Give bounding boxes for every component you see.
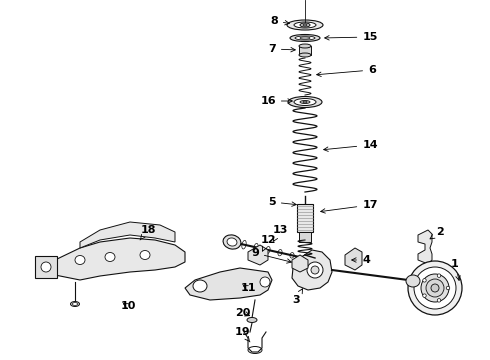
Ellipse shape (311, 266, 319, 274)
Ellipse shape (73, 302, 77, 306)
Ellipse shape (437, 274, 441, 278)
Ellipse shape (303, 101, 307, 103)
Ellipse shape (247, 318, 257, 323)
Ellipse shape (300, 37, 310, 39)
Ellipse shape (423, 294, 426, 297)
Ellipse shape (287, 20, 323, 30)
Ellipse shape (437, 298, 441, 302)
Ellipse shape (295, 36, 315, 40)
Ellipse shape (227, 238, 237, 246)
Ellipse shape (299, 44, 311, 48)
Text: 8: 8 (270, 16, 289, 26)
Ellipse shape (300, 23, 310, 27)
Bar (299, 232, 311, 242)
Ellipse shape (426, 279, 444, 297)
Text: 1: 1 (451, 259, 460, 280)
Text: 7: 7 (268, 44, 295, 54)
Ellipse shape (41, 262, 51, 272)
Ellipse shape (294, 22, 316, 28)
Ellipse shape (105, 252, 115, 261)
Text: 12: 12 (260, 235, 276, 251)
Ellipse shape (260, 277, 270, 287)
Ellipse shape (290, 35, 320, 41)
Ellipse shape (294, 99, 316, 105)
Text: 13: 13 (272, 225, 288, 241)
Text: 4: 4 (352, 255, 370, 265)
Ellipse shape (140, 251, 150, 260)
Text: 18: 18 (140, 225, 156, 240)
Text: 15: 15 (325, 32, 378, 42)
Ellipse shape (300, 100, 310, 104)
Ellipse shape (71, 302, 79, 306)
Ellipse shape (223, 235, 241, 249)
Bar (297, 204, 313, 232)
Ellipse shape (299, 53, 311, 57)
Text: 16: 16 (260, 96, 293, 106)
Text: 10: 10 (121, 301, 136, 311)
Text: 11: 11 (240, 283, 256, 293)
Text: 6: 6 (317, 65, 376, 77)
Polygon shape (185, 268, 272, 300)
Text: 2: 2 (430, 227, 444, 239)
Ellipse shape (307, 262, 323, 278)
Ellipse shape (421, 274, 449, 302)
Ellipse shape (406, 275, 420, 287)
Ellipse shape (408, 261, 462, 315)
Polygon shape (248, 245, 268, 265)
Polygon shape (292, 255, 308, 272)
Text: 19: 19 (234, 327, 250, 342)
Ellipse shape (414, 267, 456, 309)
Ellipse shape (446, 286, 450, 290)
Text: 20: 20 (235, 308, 251, 318)
Polygon shape (292, 250, 332, 290)
Text: 9: 9 (251, 248, 292, 263)
Polygon shape (345, 248, 362, 270)
Polygon shape (55, 238, 185, 280)
Text: 5: 5 (268, 197, 296, 207)
Polygon shape (80, 222, 175, 248)
Ellipse shape (423, 279, 426, 282)
Text: 17: 17 (320, 200, 378, 213)
Text: 3: 3 (292, 289, 302, 305)
Bar (299, 46, 311, 55)
Bar (35, 256, 57, 278)
Ellipse shape (303, 24, 307, 26)
Ellipse shape (193, 280, 207, 292)
Ellipse shape (431, 284, 439, 292)
Ellipse shape (75, 256, 85, 265)
Ellipse shape (288, 96, 322, 108)
Text: 14: 14 (324, 140, 378, 152)
Polygon shape (418, 230, 432, 264)
